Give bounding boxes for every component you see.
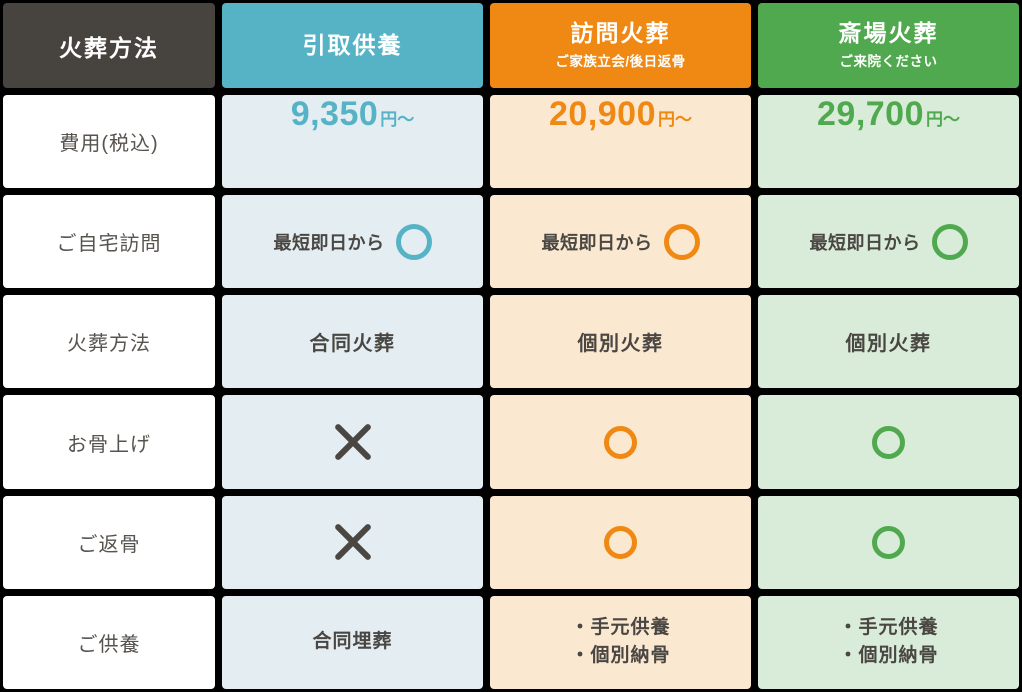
price-unit: 円〜 <box>658 110 692 129</box>
plan-header: 斎場火葬 ご来院ください <box>758 3 1019 88</box>
bone-return-cell <box>222 495 483 589</box>
memorial-line: ・手元供養 <box>570 616 671 638</box>
row-label-text: お骨上げ <box>67 433 151 456</box>
bone-pickup-mark-icon <box>333 422 373 462</box>
price-unit: 円〜 <box>926 110 960 129</box>
row-label-home-visit: ご自宅訪問 <box>3 195 215 289</box>
bone-pickup-cell <box>222 395 483 489</box>
bone-return-cell <box>758 495 1019 589</box>
memorial-line: ・個別納骨 <box>838 645 939 667</box>
memorial-cell: ・手元供養 ・個別納骨 <box>490 595 751 689</box>
plan-header: 引取供養 <box>222 3 483 88</box>
cremation-method-text: 個別火葬 <box>577 333 664 356</box>
row-label-text: ご返骨 <box>77 533 141 556</box>
row-label-text: 火葬方法 <box>67 333 151 356</box>
home-visit-mark-icon <box>931 223 968 260</box>
row-label-method: 火葬方法 <box>3 295 215 389</box>
bone-pickup-mark-icon <box>872 425 905 459</box>
price-unit: 円〜 <box>380 110 415 129</box>
bone-pickup-mark-icon <box>604 425 637 459</box>
memorial-line: 合同埋葬 <box>312 631 393 653</box>
memorial-cell: 合同埋葬 <box>222 595 483 689</box>
home-visit-text: 最短即日から <box>809 232 921 253</box>
row-label-bone-return: ご返骨 <box>3 495 215 589</box>
bone-return-mark-icon <box>872 525 905 559</box>
bone-pickup-cell <box>490 395 751 489</box>
home-visit-text: 最短即日から <box>273 232 385 253</box>
bone-return-mark-icon <box>604 525 637 559</box>
cremation-method-cell: 合同火葬 <box>222 295 483 389</box>
bone-return-mark-icon <box>333 522 373 562</box>
price-amount: 29,700 <box>817 95 924 133</box>
price-amount: 9,350 <box>290 95 379 133</box>
row-label-text: 費用(税込) <box>59 133 159 156</box>
price-cell: 29,700 円〜 <box>758 95 1019 189</box>
memorial-cell: ・手元供養 ・個別納骨 <box>758 595 1019 689</box>
home-visit-mark-icon <box>395 223 432 260</box>
plan-subtitle: ご来院ください <box>839 53 938 69</box>
memorial-line: ・手元供養 <box>838 616 939 638</box>
plan-title: 斎場火葬 <box>838 20 939 47</box>
cremation-method-cell: 個別火葬 <box>758 295 1019 389</box>
home-visit-mark-icon <box>663 223 700 260</box>
cremation-method-cell: 個別火葬 <box>490 295 751 389</box>
price-cell: 9,350 円〜 <box>222 95 483 189</box>
plan-subtitle: ご家族立会/後日返骨 <box>555 53 686 69</box>
corner-header-label: 火葬方法 <box>59 34 159 61</box>
row-label-text: ご供養 <box>77 633 141 656</box>
plan-title: 引取供養 <box>302 31 403 58</box>
home-visit-cell: 最短即日から <box>222 195 483 289</box>
plan-title: 訪問火葬 <box>570 20 671 47</box>
cremation-method-text: 個別火葬 <box>845 333 932 356</box>
home-visit-cell: 最短即日から <box>490 195 751 289</box>
row-label-bone-pickup: お骨上げ <box>3 395 215 489</box>
bone-return-cell <box>490 495 751 589</box>
price-amount: 20,900 <box>549 95 656 133</box>
home-visit-text: 最短即日から <box>541 232 653 253</box>
price-cell: 20,900 円〜 <box>490 95 751 189</box>
row-label-memorial: ご供養 <box>3 595 215 689</box>
bone-pickup-cell <box>758 395 1019 489</box>
memorial-line: ・個別納骨 <box>570 645 671 667</box>
home-visit-cell: 最短即日から <box>758 195 1019 289</box>
corner-header: 火葬方法 <box>3 3 215 88</box>
row-label-price: 費用(税込) <box>3 95 215 189</box>
plan-header: 訪問火葬 ご家族立会/後日返骨 <box>490 3 751 88</box>
row-label-text: ご自宅訪問 <box>56 233 162 256</box>
cremation-method-text: 合同火葬 <box>309 333 396 356</box>
